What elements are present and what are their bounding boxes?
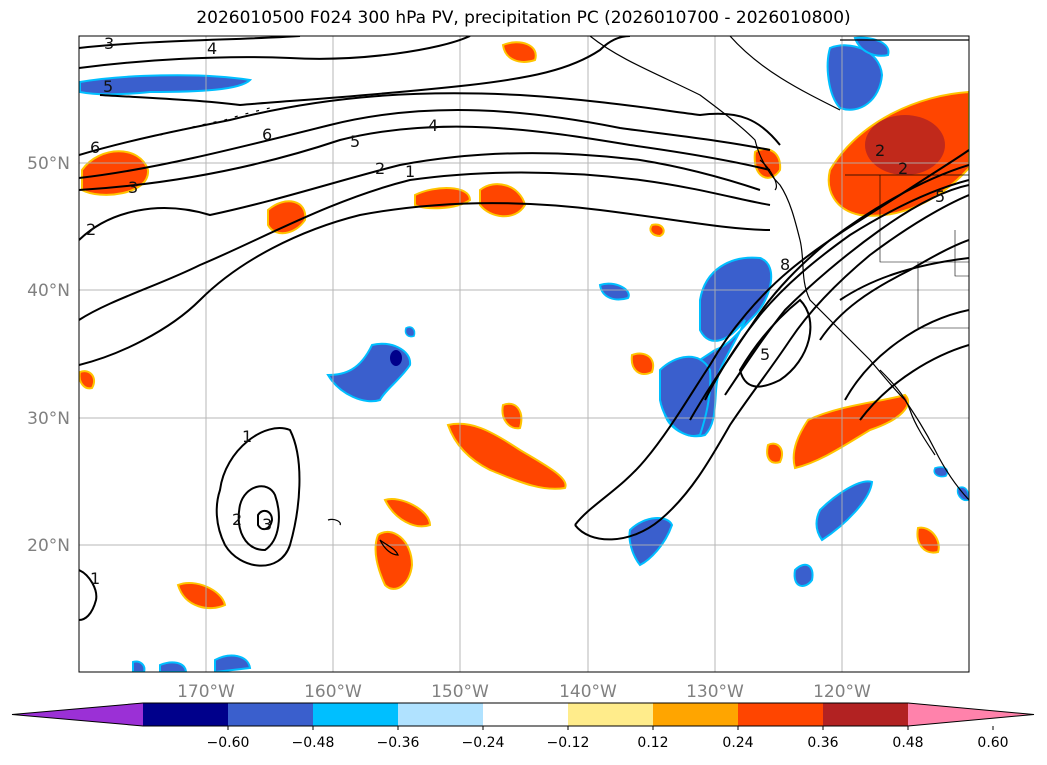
lat-tick-label: 50°N [27,154,70,174]
contour-label: 1 [405,162,415,181]
colorbar-extend-min [12,703,143,726]
chart-title: 2026010500 F024 300 hPa PV, precipitatio… [196,8,851,28]
colorbar-segment [653,703,739,726]
lat-tick-label: 40°N [27,281,70,301]
contour-label: 4 [207,39,217,58]
colorbar-segment [483,703,569,726]
contour-label: 1 [90,569,100,588]
lon-tick-labels: 170°W 160°W 150°W 140°W 130°W 120°W [177,682,871,702]
lon-tick-label: 150°W [431,682,489,702]
colorbar-tick-label: −0.12 [547,735,590,751]
lon-tick-label: 170°W [177,682,235,702]
contour-label: 2 [898,159,908,178]
colorbar-tick-label: −0.48 [292,735,335,751]
contour-label: 2 [875,141,885,160]
contour-label: 1 [242,427,252,446]
contour-label: 5 [350,132,360,151]
lon-tick-label: 130°W [686,682,744,702]
pv-contours [79,36,969,621]
contour-label: 4 [428,116,438,135]
colorbar-segment [823,703,909,726]
graticule [79,36,969,672]
contour-label: 5 [103,77,113,96]
map-frame [78,35,970,673]
lat-tick-label: 30°N [27,409,70,429]
lon-tick-label: 160°W [304,682,362,702]
contour-label: 5 [760,345,770,364]
contour-label: 3 [128,178,138,197]
contour-label: 2 [232,510,242,529]
contour-label: 5 [935,187,945,206]
colorbar-extend-max [908,703,1034,726]
colorbar-tick-label: −0.24 [462,735,505,751]
colorbar: −0.60 −0.48 −0.36 −0.24 −0.12 0.12 0.24 0.36 0.4… [11,702,1035,751]
contour-label: 2 [86,220,96,239]
colorbar-tick-label: 0.48 [892,735,923,751]
contour-label: 6 [262,125,272,144]
lat-tick-labels: 50°N 40°N 30°N 20°N [27,154,70,556]
colorbar-segment [568,703,654,726]
colorbar-segment [398,703,484,726]
colorbar-tick-label: −0.36 [377,735,420,751]
lon-tick-label: 140°W [559,682,617,702]
contour-label: 3 [262,515,272,534]
colorbar-tick-label: 0.36 [807,735,838,751]
colorbar-tick-label: 0.24 [722,735,753,751]
colorbar-segment [738,703,824,726]
colorbar-segment [143,703,229,726]
contour-label: 6 [90,138,100,157]
contour-label-group: 3 4 5 6 5 4 2 1 6 3 2 1 2 3 1 2 8 5 5 2 [86,34,945,588]
colorbar-tick-label: 0.12 [637,735,668,751]
colorbar-outline [11,702,1035,727]
lon-tick-label: 120°W [813,682,871,702]
contour-label: 8 [780,255,790,274]
lat-tick-label: 20°N [27,536,70,556]
contour-label: 3 [104,34,114,53]
colorbar-tick-label: 0.60 [977,735,1008,751]
colorbar-tick-label: −0.60 [207,735,250,751]
map-background [79,36,969,672]
contour-label: 2 [375,159,385,178]
colorbar-segment [313,703,399,726]
colorbar-segment [228,703,314,726]
